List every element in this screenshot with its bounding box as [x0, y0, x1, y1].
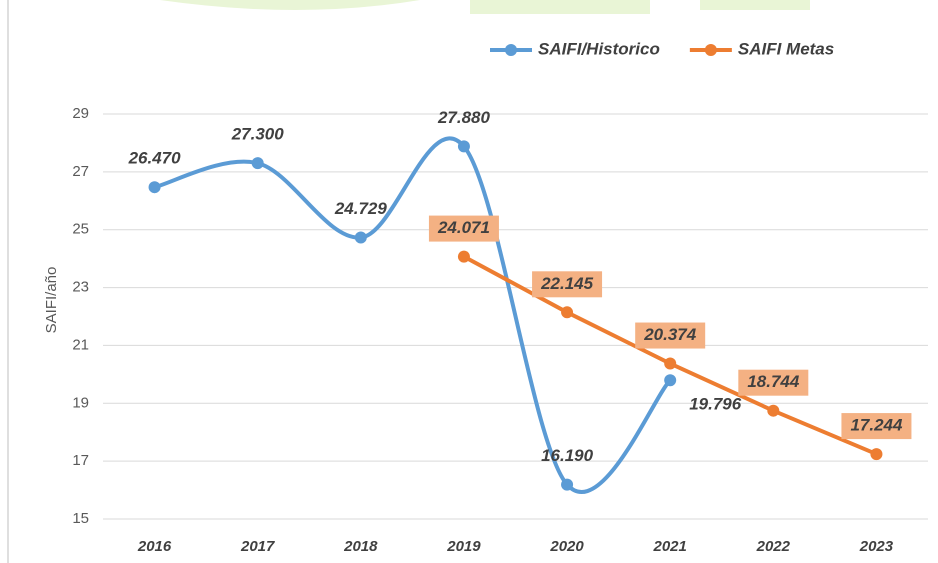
- data-label: 26.470: [128, 149, 182, 168]
- x-tick-label: 2016: [137, 538, 172, 555]
- label-box: [428, 215, 499, 242]
- y-tick-label: 15: [72, 510, 89, 527]
- point: [457, 250, 470, 263]
- y-tick-label: 27: [72, 163, 89, 180]
- legend-marker: [704, 44, 717, 56]
- y-tick-label: 25: [72, 221, 89, 238]
- y-tick-label: 29: [72, 105, 89, 122]
- x-tick-label: 2017: [240, 538, 275, 555]
- label-box: [635, 322, 706, 349]
- y-tick-label: 19: [72, 394, 89, 411]
- data-label: 27.300: [231, 125, 285, 144]
- point: [664, 374, 677, 387]
- x-tick-label: 2021: [653, 538, 687, 555]
- data-label: 24.071: [437, 218, 490, 237]
- x-tick-label: 2019: [446, 538, 481, 555]
- data-label: 18.744: [747, 372, 800, 391]
- point: [457, 140, 470, 153]
- label-box: [738, 369, 809, 396]
- watermark: [160, 0, 810, 14]
- data-label: 27.880: [437, 108, 491, 127]
- x-tick-label: 2023: [859, 538, 894, 555]
- legend-label: SAIFI/Historico: [538, 39, 660, 58]
- data-label: 22.145: [540, 274, 594, 293]
- point: [251, 157, 264, 170]
- point: [664, 357, 677, 370]
- point: [767, 404, 780, 417]
- y-tick-label: 23: [72, 279, 89, 296]
- data-label: 20.374: [643, 325, 697, 344]
- point: [148, 181, 161, 194]
- x-tick-label: 2018: [343, 538, 378, 555]
- point: [561, 478, 574, 491]
- data-label: 24.729: [334, 199, 388, 218]
- y-axis-label: SAIFI/año: [43, 267, 60, 334]
- legend-marker: [505, 44, 517, 56]
- x-tick-label: 2020: [549, 538, 584, 555]
- data-label: 19.796: [689, 395, 742, 414]
- point: [561, 306, 574, 319]
- label-box: [841, 413, 912, 440]
- point: [870, 448, 883, 461]
- point: [354, 231, 367, 244]
- series-line: [154, 136, 672, 494]
- y-tick-label: 17: [72, 452, 89, 469]
- data-label: 16.190: [541, 446, 594, 465]
- label-box: [532, 271, 603, 298]
- y-tick-label: 21: [72, 336, 89, 353]
- x-tick-label: 2022: [756, 538, 791, 555]
- data-label: 17.244: [850, 416, 903, 435]
- legend-label: SAIFI Metas: [738, 39, 834, 58]
